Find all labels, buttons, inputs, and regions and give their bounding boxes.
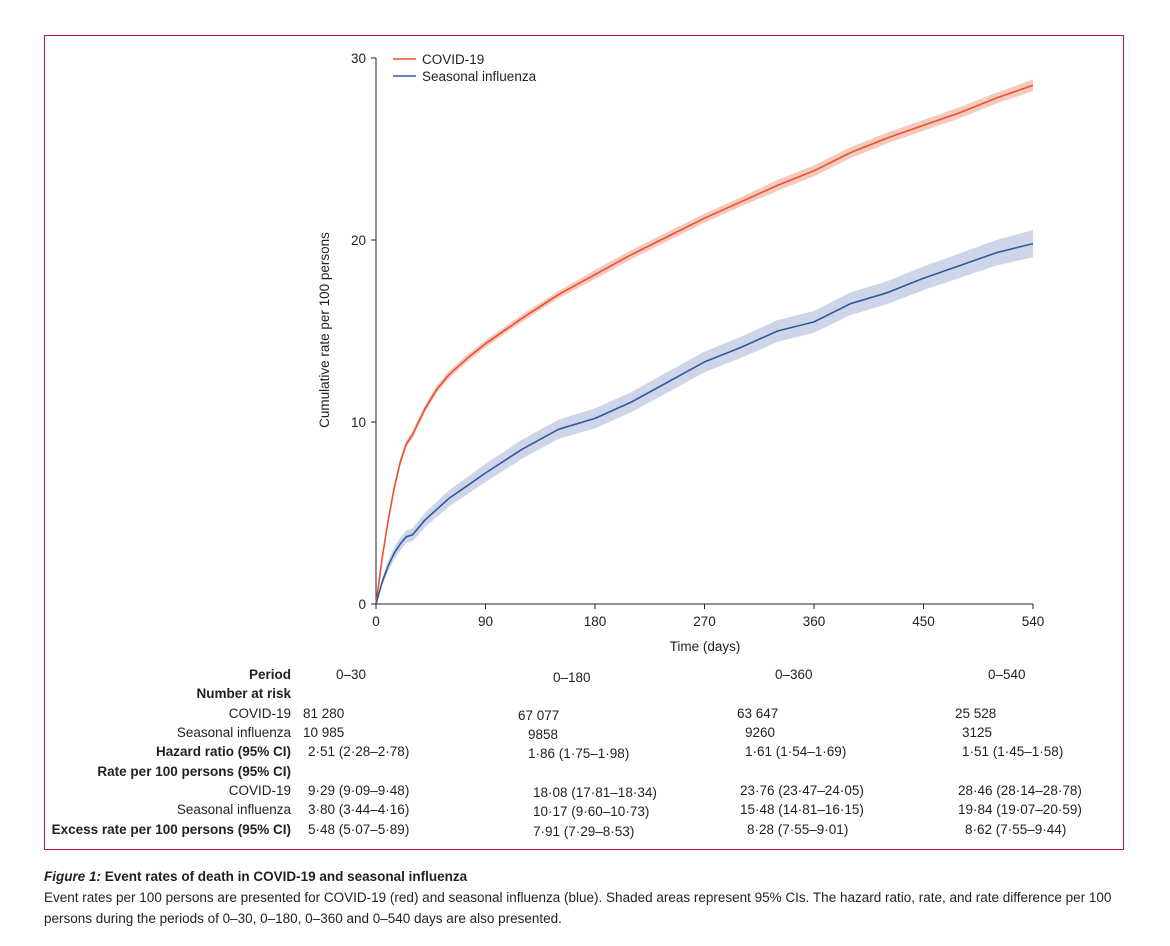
y-tick-label: 20 [351, 233, 366, 248]
series-line [375, 242, 1034, 605]
rate-flu-label: Seasonal influenza [176, 802, 291, 817]
series-line [375, 84, 1034, 605]
x-axis-label: Time (days) [670, 639, 741, 654]
figure-frame [44, 35, 1124, 850]
at-risk-label: Number at risk [196, 686, 291, 701]
period-label: Period [248, 667, 291, 682]
x-tick-label: 270 [693, 614, 716, 629]
at-risk-covid-cell: 67 077 [518, 708, 560, 723]
legend-label: Seasonal influenza [422, 69, 537, 84]
x-tick-label: 180 [584, 614, 607, 629]
excess-cell: 5·48 (5·07–5·89) [308, 822, 410, 837]
hazard-cell: 2·51 (2·28–2·78) [308, 744, 410, 759]
rate-flu-cell: 10·17 (9·60–10·73) [533, 804, 650, 819]
x-tick-label: 360 [803, 614, 826, 629]
period-cell: 0–360 [775, 667, 813, 682]
at-risk-covid-cell: 25 528 [955, 706, 997, 721]
hazard-cell: 1·61 (1·54–1·69) [745, 744, 847, 759]
at-risk-covid-cell: 81 280 [303, 706, 345, 721]
axes: 0 90 180 270 360 450 540 0 10 20 30 [351, 51, 1044, 629]
hazard-cell: 1·86 (1·75–1·98) [528, 746, 630, 761]
rate-flu-cell: 19·84 (19·07–20·59) [958, 802, 1082, 817]
excess-cell: 8·28 (7·55–9·01) [747, 822, 849, 837]
at-risk-flu-cell: 9858 [528, 727, 559, 742]
legend: COVID-19 Seasonal influenza [393, 52, 537, 84]
y-tick-label: 0 [358, 597, 366, 612]
period-cell: 0–180 [553, 670, 591, 685]
rate-flu-cell: 3·80 (3·44–4·16) [308, 802, 410, 817]
figure-label: Figure 1: [44, 869, 102, 884]
period-cell: 0–540 [988, 667, 1026, 682]
rate-covid-label: COVID-19 [228, 783, 291, 798]
rate-covid-cell: 23·76 (23·47–24·05) [740, 783, 864, 798]
at-risk-flu-cell: 9260 [745, 725, 776, 740]
at-risk-covid-cell: 63 647 [737, 706, 779, 721]
at-risk-covid-label: COVID-19 [228, 706, 291, 721]
period-cell: 0–30 [336, 667, 367, 682]
excess-cell: 7·91 (7·29–8·53) [533, 824, 635, 839]
y-tick-label: 30 [351, 51, 366, 66]
summary-table: Period Number at risk COVID-19 Seasonal … [51, 667, 1082, 839]
legend-label: COVID-19 [422, 52, 484, 67]
excess-cell: 8·62 (7·55–9·44) [965, 822, 1067, 837]
y-axis-label: Cumulative rate per 100 persons [317, 232, 332, 428]
x-tick-label: 540 [1022, 614, 1045, 629]
at-risk-flu-cell: 10 985 [303, 725, 345, 740]
ci-band [376, 230, 1033, 604]
x-tick-label: 0 [372, 614, 380, 629]
at-risk-flu-label: Seasonal influenza [176, 725, 291, 740]
hazard-cell: 1·51 (1·45–1·58) [962, 744, 1064, 759]
figure-caption: Figure 1: Event rates of death in COVID-… [44, 866, 1124, 929]
rate-covid-cell: 28·46 (28·14–28·78) [958, 783, 1082, 798]
x-tick-label: 90 [478, 614, 493, 629]
series-lines [375, 84, 1034, 605]
figure-title: Event rates of death in COVID-19 and sea… [104, 869, 468, 884]
hazard-label: Hazard ratio (95% CI) [155, 744, 291, 759]
rate-covid-cell: 18·08 (17·81–18·34) [533, 785, 657, 800]
rate-flu-cell: 15·48 (14·81–16·15) [740, 802, 864, 817]
rate-covid-cell: 9·29 (9·09–9·48) [308, 783, 410, 798]
y-tick-label: 10 [351, 415, 366, 430]
at-risk-flu-cell: 3125 [962, 725, 993, 740]
confidence-bands [376, 79, 1033, 604]
x-tick-label: 450 [912, 614, 935, 629]
excess-label: Excess rate per 100 persons (95% CI) [51, 822, 291, 837]
figure-description: Event rates per 100 persons are presente… [44, 890, 1112, 926]
rate-label: Rate per 100 persons (95% CI) [97, 764, 291, 779]
